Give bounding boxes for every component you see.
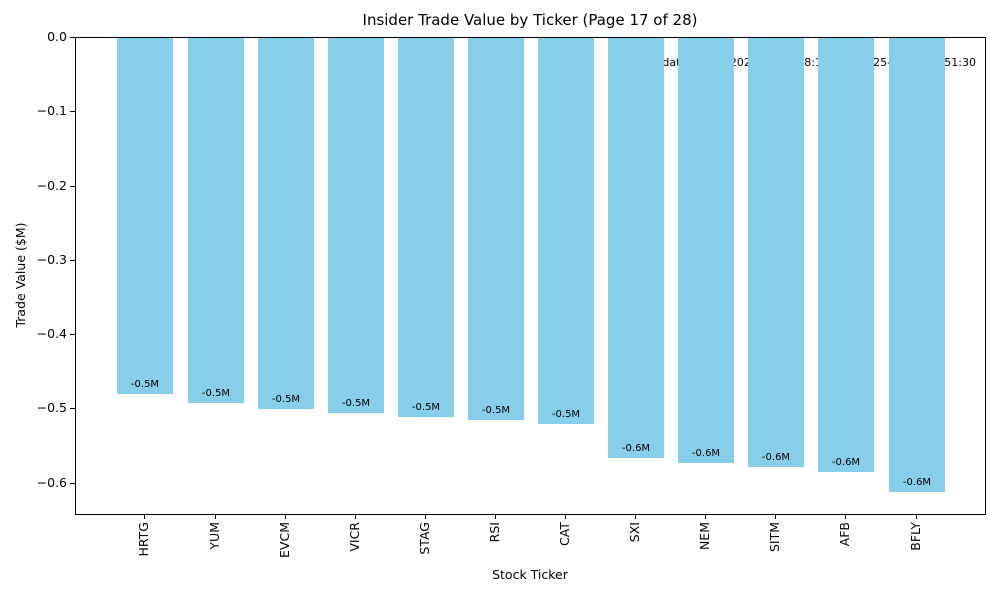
- y-tick-label: −0.6: [36, 475, 67, 490]
- bar-vicr: [328, 38, 384, 413]
- x-tick-mark: [144, 514, 145, 519]
- bar-value-label: -0.6M: [691, 448, 721, 459]
- bar-stag: [398, 38, 454, 417]
- x-tick-label-evcm: EVCM: [277, 522, 292, 558]
- bar-value-label: -0.6M: [621, 443, 651, 454]
- bar-value-label: -0.5M: [481, 405, 511, 416]
- x-tick-mark: [285, 514, 286, 519]
- x-tick-label-sitm: SITM: [767, 522, 782, 553]
- y-tick-label: 0.0: [47, 29, 67, 44]
- bar-hrtg: [117, 38, 173, 394]
- x-axis-label: Stock Ticker: [492, 567, 568, 582]
- x-tick-mark: [635, 514, 636, 519]
- bar-value-label: -0.5M: [551, 409, 581, 420]
- x-tick-mark: [565, 514, 566, 519]
- bar-yum: [188, 38, 244, 403]
- x-tick-label-bfly: BFLY: [908, 522, 923, 551]
- x-tick-label-afb: AFB: [837, 522, 852, 547]
- x-tick-mark: [425, 514, 426, 519]
- x-tick-mark: [916, 514, 917, 519]
- bar-evcm: [258, 38, 314, 409]
- y-tick-label: −0.4: [36, 326, 67, 341]
- bar-cat: [538, 38, 594, 424]
- x-tick-mark: [355, 514, 356, 519]
- y-tick-label: −0.1: [36, 103, 67, 118]
- x-tick-label-sxi: SXI: [627, 522, 642, 543]
- y-axis-label: Trade Value ($M): [13, 222, 28, 328]
- y-tick-label: −0.3: [36, 252, 67, 267]
- plot-area: Trade date range: 2025-11-04 18:10:16 – …: [75, 37, 986, 515]
- bar-value-label: -0.5M: [271, 394, 301, 405]
- x-tick-label-vicr: VICR: [347, 522, 362, 552]
- x-tick-label-nem: NEM: [697, 522, 712, 551]
- bar-afb: [818, 38, 874, 472]
- y-tick-mark: [70, 334, 75, 335]
- bar-value-label: -0.6M: [761, 452, 791, 463]
- y-tick-mark: [70, 408, 75, 409]
- y-tick-label: −0.2: [36, 178, 67, 193]
- x-tick-label-yum: YUM: [207, 522, 222, 550]
- y-tick-mark: [70, 186, 75, 187]
- x-tick-mark: [705, 514, 706, 519]
- bar-sitm: [748, 38, 804, 467]
- y-tick-mark: [70, 483, 75, 484]
- bar-rsi: [468, 38, 524, 420]
- bar-value-label: -0.5M: [201, 388, 231, 399]
- bar-sxi: [608, 38, 664, 458]
- bar-value-label: -0.5M: [411, 402, 441, 413]
- x-tick-mark: [775, 514, 776, 519]
- bar-value-label: -0.5M: [130, 379, 160, 390]
- bar-nem: [678, 38, 734, 463]
- x-tick-label-hrtg: HRTG: [136, 522, 151, 557]
- bar-value-label: -0.6M: [831, 457, 861, 468]
- x-tick-label-stag: STAG: [417, 522, 432, 555]
- bar-value-label: -0.6M: [902, 477, 932, 488]
- bar-bfly: [889, 38, 945, 492]
- y-tick-mark: [70, 111, 75, 112]
- y-tick-label: −0.5: [36, 400, 67, 415]
- y-tick-mark: [70, 260, 75, 261]
- x-tick-mark: [495, 514, 496, 519]
- x-tick-label-cat: CAT: [557, 522, 572, 546]
- bar-value-label: -0.5M: [341, 398, 371, 409]
- x-tick-label-rsi: RSI: [487, 522, 502, 543]
- y-tick-mark: [70, 37, 75, 38]
- x-tick-mark: [845, 514, 846, 519]
- chart-title: Insider Trade Value by Ticker (Page 17 o…: [362, 11, 698, 29]
- x-tick-mark: [215, 514, 216, 519]
